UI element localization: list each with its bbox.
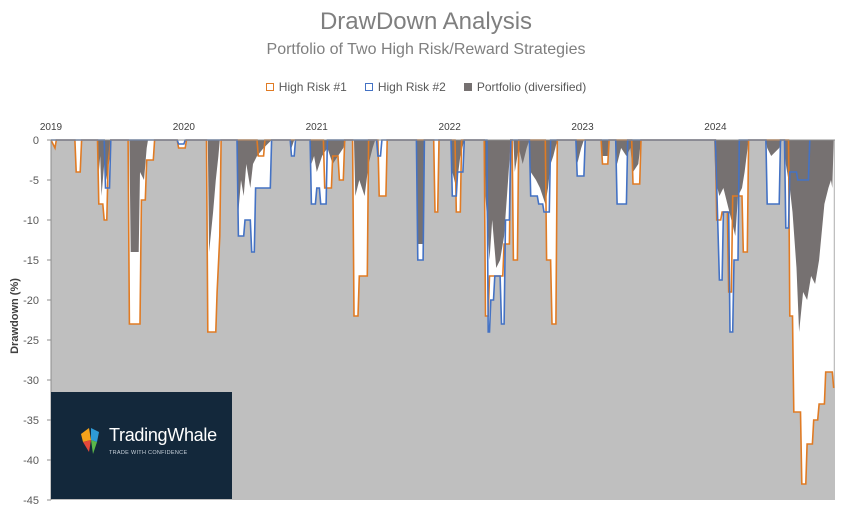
series-2-fill [51, 140, 810, 332]
y-tick-label: -30 [23, 375, 39, 387]
legend-label-high-risk-2: High Risk #2 [377, 80, 446, 94]
x-year-label: 2023 [571, 122, 594, 133]
y-tick-label: -40 [23, 455, 39, 467]
legend: High Risk #1 High Risk #2 Portfolio (div… [0, 80, 852, 94]
y-tick-label: -10 [23, 215, 39, 227]
chart-subtitle: Portfolio of Two High Risk/Reward Strate… [266, 41, 586, 58]
legend-item-high-risk-2[interactable]: High Risk #2 [364, 80, 446, 94]
y-tick-label: -5 [29, 175, 39, 187]
x-year-label: 2019 [40, 122, 63, 133]
legend-swatch-high-risk-2 [364, 83, 373, 91]
tradingwhale-logo: TradingWhale TRADE WITH CONFIDENCE [51, 392, 232, 499]
legend-swatch-high-risk-1 [265, 83, 274, 91]
logo-name: TradingWhale [109, 425, 217, 445]
legend-swatch-portfolio [463, 83, 472, 91]
y-tick-label: -35 [23, 415, 39, 427]
logo-tagline: TRADE WITH CONFIDENCE [109, 450, 188, 456]
x-year-label: 2022 [439, 122, 462, 133]
series-2-line [51, 139, 811, 333]
x-year-label: 2021 [306, 122, 329, 133]
legend-label-portfolio: Portfolio (diversified) [476, 80, 587, 94]
tradingwhale-mark-icon [81, 428, 99, 454]
series-1-fill [51, 140, 834, 484]
y-tick-label: -25 [23, 335, 39, 347]
x-year-label: 2024 [704, 122, 727, 133]
x-year-label: 2020 [173, 122, 196, 133]
y-tick-label: -45 [23, 495, 39, 507]
legend-item-high-risk-1[interactable]: High Risk #1 [265, 80, 347, 94]
y-tick-label: -20 [23, 295, 39, 307]
chart-title: DrawDown Analysis [319, 8, 533, 35]
legend-item-portfolio[interactable]: Portfolio (diversified) [463, 80, 587, 94]
axes-layer: 0 -5 -10 -15 -20 -25 -30 -35 -40 -45 2019 2020 2021 2… [23, 122, 835, 507]
y-tick-label: -15 [23, 255, 39, 267]
y-tick-label: 0 [33, 135, 39, 147]
white-underlay-layer [51, 140, 834, 484]
legend-label-high-risk-1: High Risk #1 [278, 80, 347, 94]
